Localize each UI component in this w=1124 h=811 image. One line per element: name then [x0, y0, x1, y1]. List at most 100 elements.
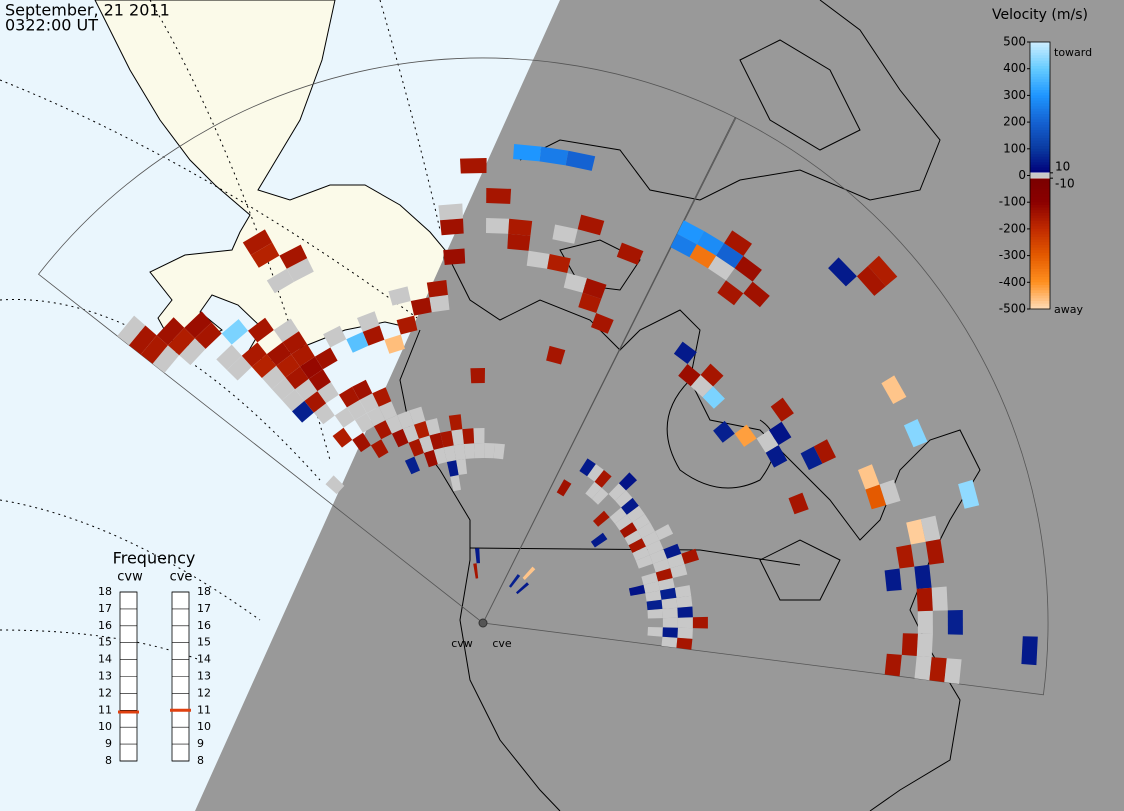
velocity-cell [734, 424, 757, 447]
ground-scatter-cell [473, 428, 485, 444]
ground-scatter-cell [526, 250, 550, 269]
velocity-cell [865, 484, 887, 510]
colorbar-strip [1030, 274, 1050, 278]
velocity-cell [662, 627, 678, 638]
ground-scatter-cell [226, 355, 252, 381]
velocity-cell [676, 637, 693, 650]
frequency-tick-label: 9 [197, 737, 204, 750]
colorbar-strip [1030, 292, 1050, 297]
velocity-cell [374, 420, 392, 440]
coastline [519, 0, 941, 201]
colorbar-toward: toward [1054, 46, 1092, 59]
colorbar-strip [1030, 106, 1050, 110]
velocity-cell [673, 341, 697, 364]
colorbar-strip [1030, 231, 1050, 235]
colorbar-strip [1030, 148, 1050, 152]
ground-scatter-cell [429, 294, 450, 313]
colorbar-strip [1030, 303, 1050, 307]
velocity-cell [677, 606, 693, 618]
velocity-cell [788, 492, 809, 515]
colorbar-strip [1030, 183, 1050, 187]
frequency-tick-label: 14 [197, 653, 211, 666]
frequency-tick-label: 8 [105, 754, 112, 767]
velocity-cell [700, 363, 724, 387]
colorbar-strip [1030, 100, 1050, 104]
ground-scatter-cell [286, 258, 314, 282]
ground-scatter-cell [615, 490, 633, 508]
colorbar-strip [1030, 103, 1050, 107]
velocity-cell [881, 375, 907, 404]
colorbar-tick-label: 100 [1003, 141, 1026, 155]
date: September, 21 2011 [5, 1, 170, 20]
colorbar-strip [1030, 124, 1050, 128]
ground-scatter-cell [313, 403, 335, 425]
colorbar-strip [1030, 71, 1050, 75]
ground-scatter-cell [152, 345, 180, 373]
velocity-cell [426, 280, 448, 298]
colorbar-strip [1030, 76, 1050, 80]
ground-scatter-cell [317, 382, 339, 404]
velocity-cell [884, 568, 902, 592]
ground-scatter-cell [655, 524, 674, 541]
colorbar-strip [1030, 191, 1050, 195]
velocity-cell [410, 297, 432, 316]
velocity-cell [291, 343, 315, 367]
ground-scatter-cell [402, 424, 419, 443]
velocity-cell [396, 315, 418, 335]
velocity-cell [593, 510, 610, 527]
velocity-cell [408, 438, 424, 457]
ground-scatter-cell [388, 286, 411, 306]
velocity-cell [867, 255, 898, 287]
velocity-cell [914, 564, 932, 589]
velocity-cell [577, 214, 605, 236]
colorbar-tick-label: -100 [999, 195, 1026, 209]
frequency-tick-label: 11 [98, 703, 112, 716]
ground-scatter-cell [690, 374, 714, 398]
ground-scatter-cell [661, 597, 678, 609]
colorbar-strip [1030, 79, 1050, 83]
velocity-cell [539, 146, 569, 166]
ground-scatter-cell [474, 443, 485, 459]
colorbar-title: Velocity (m/s) [992, 7, 1088, 23]
colorbar-strip [1030, 87, 1050, 91]
colorbar-tick-label: -400 [999, 275, 1026, 289]
colorbar-strip [1030, 68, 1050, 72]
velocity-cell [384, 334, 405, 354]
velocity-cell [448, 414, 463, 431]
colorbar-strip [1030, 140, 1050, 144]
frequency-tick-label: 12 [98, 686, 112, 699]
velocity-cell [906, 519, 926, 545]
ground-scatter-cell [661, 636, 678, 648]
ground-scatter-cell [662, 617, 678, 628]
frequency-tick-label: 9 [105, 737, 112, 750]
velocity-cell [140, 335, 168, 364]
ground-scatter-cell [662, 607, 678, 619]
colorbar-strip [1030, 119, 1050, 123]
frequency-tick-label: 14 [98, 653, 112, 666]
ground-scatter-cell [216, 344, 242, 370]
colorbar-strip [1030, 194, 1050, 198]
frequency-tick-label: 10 [98, 720, 112, 733]
ground-scatter-cell [645, 590, 662, 602]
colorbar-strip [1030, 204, 1050, 209]
colorbar-strip [1030, 215, 1050, 219]
ground-scatter-cell [944, 658, 962, 684]
colorbar-strip [1030, 306, 1050, 310]
ground-scatter-cell [266, 268, 294, 294]
colorbar-strip [1030, 167, 1050, 171]
ground-scatter-cell [667, 553, 685, 569]
frequency-tick-label: 16 [197, 619, 211, 632]
colorbar-strip [1030, 196, 1050, 201]
colorbar-strip [1030, 212, 1050, 217]
velocity-cell [372, 387, 392, 407]
colorbar-tick-label: -300 [999, 248, 1026, 262]
colorbar-strip [1030, 226, 1050, 230]
velocity-cell [404, 456, 420, 475]
velocity-cell [352, 432, 371, 453]
colorbar-strip [1030, 143, 1050, 147]
velocity-cell [473, 563, 479, 579]
colorbar-strip [1030, 130, 1050, 134]
velocity-cell [346, 331, 369, 353]
ground-scatter-cell [456, 458, 468, 475]
velocity-cell [901, 633, 918, 656]
